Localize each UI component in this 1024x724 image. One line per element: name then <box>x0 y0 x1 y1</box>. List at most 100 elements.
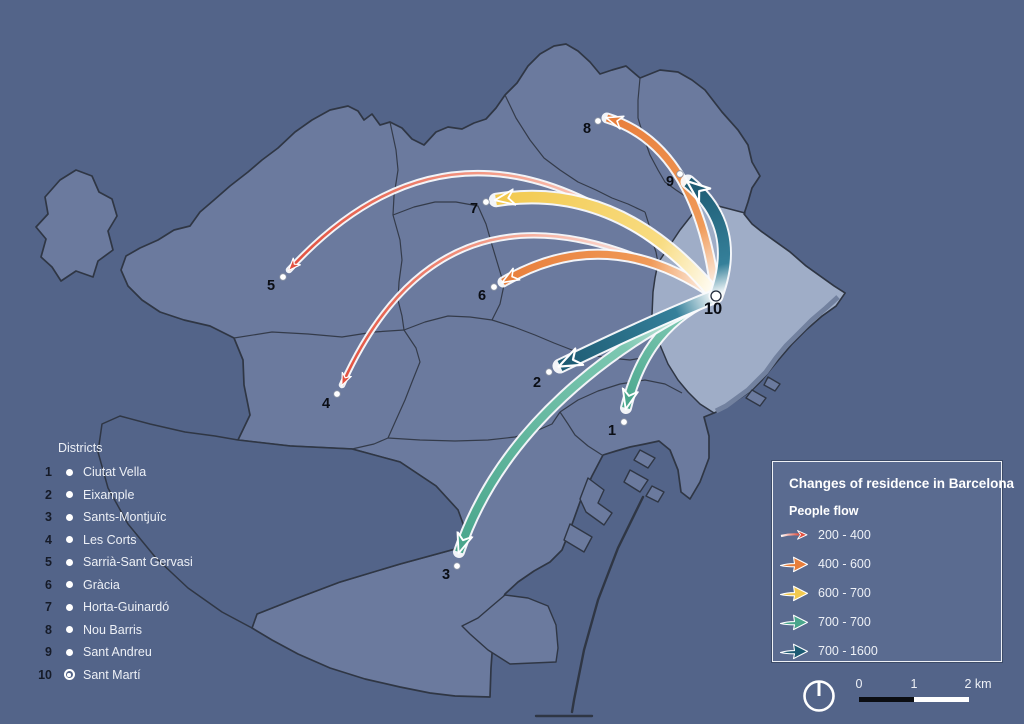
thin-flow-arrow-icon <box>780 529 808 540</box>
harbor-breakwater <box>570 495 645 714</box>
dot-icon <box>65 603 73 611</box>
legend-item: 400 - 600 <box>779 549 1001 578</box>
district-marker <box>490 283 498 291</box>
district-number: 4 <box>45 532 52 547</box>
districts-panel-title: Districts <box>58 441 103 455</box>
north-compass-icon <box>803 680 835 712</box>
district-name: Nou Barris <box>83 622 143 637</box>
dot-icon <box>65 513 73 521</box>
district-marker <box>594 117 602 125</box>
flow-arrows <box>285 112 732 558</box>
district-marker <box>676 170 684 178</box>
scale-bar: 0 1 2 km <box>845 674 1015 714</box>
legend-item-label: 600 - 700 <box>818 585 871 600</box>
flow-arrow-to-2 <box>560 290 719 371</box>
district-name: Horta-Guinardó <box>83 600 170 615</box>
district-number: 3 <box>45 510 52 525</box>
map-district-number: 8 <box>583 121 591 137</box>
dot-icon <box>65 581 73 589</box>
district-marker <box>333 390 341 398</box>
district-name: Sarrià-Sant Gervasi <box>83 555 193 570</box>
scale-label-0: 0 <box>855 677 863 691</box>
district-number: 10 <box>38 667 52 682</box>
map-district-number: 2 <box>533 375 541 391</box>
district-list-item: 10 Sant Martí <box>30 664 240 687</box>
port-structures <box>461 376 781 718</box>
district-name: Sant Martí <box>83 667 141 682</box>
map-district-number: 3 <box>442 567 450 583</box>
ring-dot-icon <box>63 669 75 681</box>
map-district-number: 5 <box>267 278 275 294</box>
district-marker <box>453 562 461 570</box>
map-district-number: 10 <box>704 300 722 318</box>
district-list-item: 2 Eixample <box>30 484 240 507</box>
district-marker <box>620 418 628 426</box>
district-marker <box>482 198 490 206</box>
scale-segment-black <box>859 697 914 702</box>
districts-legend-panel: Districts 1 Ciutat Vella 2 Eixample 3 Sants-M… <box>30 441 240 686</box>
district-number: 9 <box>45 645 52 660</box>
district-name: Ciutat Vella <box>83 465 147 480</box>
flow-arrow-to-9 <box>684 177 730 298</box>
district-name: Les Corts <box>83 532 137 547</box>
district-name: Sant Andreu <box>83 645 152 660</box>
flow-arrow-icon <box>779 585 809 601</box>
scale-segment-white <box>914 697 969 702</box>
dot-icon <box>65 491 73 499</box>
district-name: Sants-Montjuïc <box>83 510 167 525</box>
dot-icon <box>65 648 73 656</box>
district-number: 1 <box>45 465 52 480</box>
city-landmass <box>35 43 846 698</box>
dot-icon <box>65 536 73 544</box>
scale-label-1: 1 <box>910 677 918 691</box>
legend-item-label: 700 - 1600 <box>818 643 878 658</box>
map-district-number: 1 <box>608 423 616 439</box>
port-terminal-wedge <box>461 594 559 665</box>
district-markers-and-labels: 1 2 3 4 5 6 7 8 9 10 <box>267 117 722 583</box>
districts-list: 1 Ciutat Vella 2 Eixample 3 Sants-Montjuïc 4 Le… <box>30 461 240 686</box>
district-list-item: 8 Nou Barris <box>30 619 240 642</box>
district-number: 5 <box>45 555 52 570</box>
legend-item: 700 - 700 <box>779 607 1001 636</box>
origin-district-marker <box>710 290 722 302</box>
map-district-number: 4 <box>322 396 330 412</box>
flow-arrow-to-7 <box>496 197 721 300</box>
district-name: Eixample <box>83 487 135 502</box>
district-list-item: 5 Sarrià-Sant Gervasi <box>30 551 240 574</box>
flow-arrow-icon <box>779 556 809 572</box>
legend-item: 600 - 700 <box>779 578 1001 607</box>
legend-item: 700 - 1600 <box>779 636 1001 665</box>
district-name: Gràcia <box>83 577 120 592</box>
dot-icon <box>65 558 73 566</box>
legend-items: 200 - 400 400 - 600 600 - 700 700 - 700 700 … <box>773 520 1001 665</box>
map-district-number: 7 <box>470 201 478 217</box>
legend-item: 200 - 400 <box>779 520 1001 549</box>
district-list-item: 4 Les Corts <box>30 529 240 552</box>
map-district-number: 6 <box>478 288 486 304</box>
flow-arrow-to-6 <box>501 250 719 299</box>
dot-icon <box>65 626 73 634</box>
dot-icon <box>65 468 73 476</box>
neighbor-municipality <box>97 415 467 629</box>
flow-arrow-icon <box>779 614 809 630</box>
legend-item-label: 200 - 400 <box>818 527 871 542</box>
district-number: 7 <box>45 600 52 615</box>
map-district-number: 9 <box>666 174 674 190</box>
district-number: 6 <box>45 577 52 592</box>
district-list-item: 1 Ciutat Vella <box>30 461 240 484</box>
legend-title: Changes of residence in Barcelona <box>789 476 1015 491</box>
district-number: 2 <box>45 487 52 502</box>
district-marker <box>279 273 287 281</box>
district-list-item: 7 Horta-Guinardó <box>30 596 240 619</box>
legend-item-label: 400 - 600 <box>818 556 871 571</box>
district-marker <box>545 368 553 376</box>
scale-label-2: 2 km <box>964 677 992 691</box>
district-list-item: 3 Sants-Montjuïc <box>30 506 240 529</box>
district-number: 8 <box>45 622 52 637</box>
district-list-item: 9 Sant Andreu <box>30 641 240 664</box>
map-legend: Changes of residence in Barcelona People… <box>772 461 1015 665</box>
district-list-item: 6 Gràcia <box>30 574 240 597</box>
legend-subtitle: People flow <box>789 504 859 518</box>
